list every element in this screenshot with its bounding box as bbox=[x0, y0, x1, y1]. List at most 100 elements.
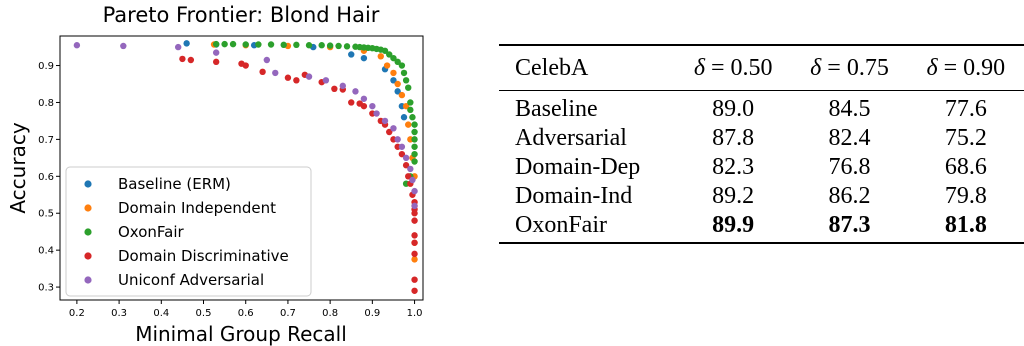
table-cell: 89.0 bbox=[712, 96, 755, 122]
data-point bbox=[331, 85, 338, 93]
data-point bbox=[409, 176, 416, 184]
data-point bbox=[400, 114, 408, 121]
data-point bbox=[411, 276, 418, 283]
data-point bbox=[394, 58, 401, 66]
data-point bbox=[381, 47, 389, 54]
legend-label: Domain Independent bbox=[118, 199, 276, 217]
data-point bbox=[386, 51, 393, 58]
y-tick-label: 0.7 bbox=[38, 135, 54, 146]
data-point bbox=[183, 40, 190, 47]
table-cell: 68.6 bbox=[944, 154, 987, 180]
data-point bbox=[221, 40, 228, 48]
y-tick-label: 0.4 bbox=[38, 246, 54, 257]
legend-box bbox=[65, 166, 312, 297]
table-cell: 76.8 bbox=[828, 154, 871, 180]
data-point bbox=[369, 102, 376, 110]
data-point bbox=[411, 210, 418, 217]
legend-label: Baseline (ERM) bbox=[118, 175, 231, 193]
table-cell: 79.8 bbox=[944, 183, 987, 209]
data-point bbox=[405, 121, 412, 128]
delta-symbol: δ bbox=[926, 55, 938, 81]
legend-label: Domain Discriminative bbox=[118, 247, 289, 265]
data-point bbox=[405, 173, 412, 180]
data-point bbox=[411, 202, 418, 210]
data-point bbox=[272, 69, 279, 77]
data-point bbox=[411, 239, 418, 246]
data-point bbox=[242, 41, 249, 48]
table-header-row: CelebA δ = 0.50 δ = 0.75 δ = 0.90 bbox=[499, 44, 1024, 91]
results-table-container: CelebA δ = 0.50 δ = 0.75 δ = 0.90 Baseli… bbox=[499, 44, 1024, 244]
data-point bbox=[394, 136, 401, 143]
data-point bbox=[360, 95, 368, 102]
legend-marker bbox=[84, 180, 92, 188]
data-point bbox=[212, 40, 220, 48]
data-point bbox=[411, 232, 418, 239]
y-tick-label: 0.6 bbox=[38, 172, 54, 183]
data-point bbox=[398, 62, 406, 69]
results-table: CelebA δ = 0.50 δ = 0.75 δ = 0.90 Baseli… bbox=[499, 44, 1024, 244]
data-point bbox=[255, 41, 262, 48]
legend-label: Uniconf Adversarial bbox=[118, 271, 264, 289]
data-point bbox=[212, 58, 220, 66]
data-point bbox=[293, 41, 300, 49]
table-cell: 87.8 bbox=[712, 125, 755, 151]
legend: Baseline (ERM) Domain Independent OxonFair… bbox=[65, 166, 312, 297]
y-axis-ticks: 0.3 0.4 0.5 0.6 0.7 0.8 0.9 bbox=[38, 61, 60, 294]
data-point bbox=[120, 42, 127, 50]
data-point bbox=[398, 143, 406, 150]
data-point bbox=[280, 41, 287, 49]
legend-marker bbox=[84, 252, 92, 260]
delta-symbol: δ bbox=[693, 55, 705, 81]
x-tick-label: 1.0 bbox=[407, 308, 423, 319]
method-name: OxonFair bbox=[499, 211, 675, 244]
data-point bbox=[267, 41, 275, 48]
delta-value: 0.50 bbox=[730, 55, 773, 81]
data-point bbox=[179, 55, 186, 63]
y-tick-label: 0.8 bbox=[38, 98, 54, 109]
method-name: Adversarial bbox=[515, 125, 627, 151]
data-point bbox=[407, 106, 414, 114]
legend-label: OxonFair bbox=[118, 223, 185, 241]
data-point bbox=[322, 77, 330, 84]
table-row: Domain-Ind 89.2 86.2 79.8 bbox=[499, 182, 1024, 211]
data-point bbox=[398, 91, 406, 99]
data-point bbox=[411, 158, 418, 165]
table-row: Domain-Dep 82.3 76.8 68.6 bbox=[499, 153, 1024, 182]
header-dataset: CelebA bbox=[499, 44, 675, 91]
data-point bbox=[352, 88, 359, 95]
table-cell: 82.4 bbox=[828, 125, 871, 151]
data-point bbox=[402, 154, 410, 162]
table-cell: 75.2 bbox=[944, 125, 987, 151]
data-point bbox=[187, 56, 195, 64]
header-delta-090: δ = 0.90 bbox=[907, 44, 1024, 91]
x-tick-label: 0.8 bbox=[322, 308, 338, 319]
data-point bbox=[339, 82, 347, 90]
plot-area bbox=[59, 35, 424, 301]
delta-symbol: δ bbox=[810, 55, 822, 81]
table-row: Baseline 89.0 84.5 77.6 bbox=[499, 91, 1024, 125]
data-point bbox=[383, 62, 391, 69]
method-name: Domain-Ind bbox=[515, 183, 633, 209]
data-point bbox=[293, 77, 300, 84]
y-axis-label: Accuracy bbox=[6, 122, 30, 213]
data-point bbox=[373, 110, 380, 117]
table-cell: 84.5 bbox=[828, 96, 871, 122]
data-point bbox=[411, 143, 418, 150]
table-cell: 89.2 bbox=[712, 183, 755, 209]
data-point bbox=[394, 88, 401, 95]
data-point bbox=[411, 287, 418, 294]
x-tick-label: 0.6 bbox=[238, 308, 254, 319]
data-point bbox=[263, 56, 271, 64]
y-tick-label: 0.5 bbox=[38, 209, 54, 220]
data-point bbox=[229, 40, 237, 48]
data-point bbox=[411, 187, 418, 195]
data-point bbox=[390, 125, 397, 132]
data-point bbox=[318, 42, 325, 49]
x-tick-label: 0.5 bbox=[196, 308, 212, 319]
scatter-chart: Pareto Frontier: Blond Hair 0.2 0.3 0.4 0.5… bbox=[6, 3, 424, 346]
data-point bbox=[394, 80, 401, 88]
data-point bbox=[348, 99, 355, 106]
header-delta-075: δ = 0.75 bbox=[791, 44, 908, 91]
method-name: Baseline bbox=[515, 96, 598, 122]
data-point bbox=[411, 217, 418, 224]
